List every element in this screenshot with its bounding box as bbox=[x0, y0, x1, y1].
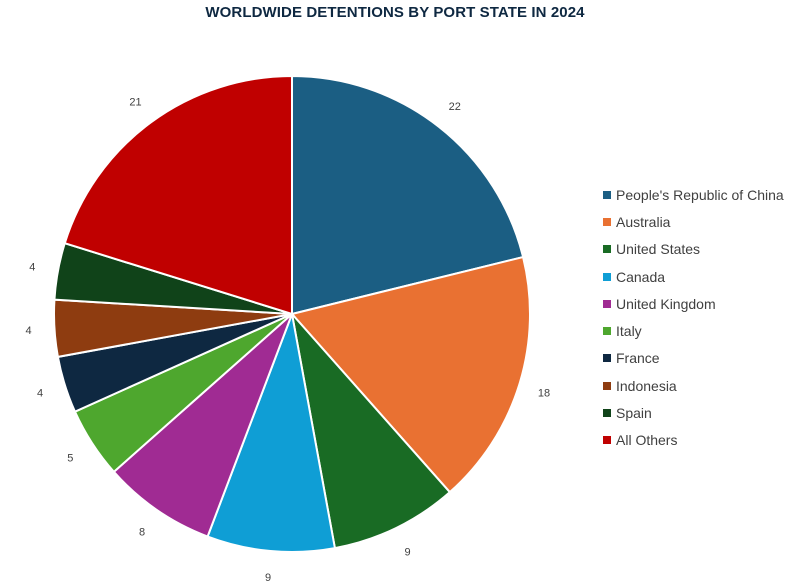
legend-swatch bbox=[603, 436, 611, 445]
data-label-3: 9 bbox=[405, 546, 411, 558]
legend-item: France bbox=[603, 345, 784, 372]
pie-slice-5 bbox=[112, 313, 293, 538]
pie-slice-4 bbox=[206, 310, 337, 553]
data-label-1: 22 bbox=[449, 101, 461, 113]
legend-swatch bbox=[603, 327, 611, 336]
data-label-10: 21 bbox=[129, 96, 141, 108]
legend-item: Spain bbox=[603, 399, 784, 426]
legend-label: France bbox=[616, 350, 660, 367]
legend-swatch bbox=[603, 217, 611, 226]
data-label-6: 5 bbox=[67, 452, 73, 464]
chart-legend: People's Republic of China Australia Unite… bbox=[603, 181, 784, 454]
legend-swatch bbox=[603, 354, 611, 363]
legend-item: Canada bbox=[603, 263, 784, 290]
legend-label: Australia bbox=[616, 213, 671, 230]
legend-item: People's Republic of China bbox=[603, 181, 784, 208]
legend-label: All Others bbox=[616, 432, 678, 449]
pie-slice-10 bbox=[63, 74, 293, 316]
legend-swatch bbox=[603, 190, 611, 199]
chart-title: WORLDWIDE DETENTIONS BY PORT STATE IN 20… bbox=[205, 4, 585, 21]
legend-swatch bbox=[603, 409, 611, 418]
data-label-8: 4 bbox=[25, 325, 31, 337]
legend-label: People's Republic of China bbox=[616, 186, 784, 203]
legend-item: United Kingdom bbox=[603, 290, 784, 317]
legend-label: Canada bbox=[616, 268, 666, 285]
legend-label: United Kingdom bbox=[616, 295, 716, 312]
pie-slice-1 bbox=[291, 74, 525, 316]
legend-label: Italy bbox=[616, 323, 642, 340]
data-label-5: 8 bbox=[139, 526, 145, 538]
legend-item: Australia bbox=[603, 208, 784, 235]
data-label-9: 4 bbox=[29, 261, 35, 273]
legend-item: Italy bbox=[603, 317, 784, 344]
legend-label: United States bbox=[616, 241, 701, 258]
data-label-4: 9 bbox=[265, 572, 271, 584]
pie-slice-3 bbox=[290, 310, 452, 550]
legend-swatch bbox=[603, 272, 611, 281]
legend-item: United States bbox=[603, 236, 784, 263]
legend-swatch bbox=[603, 245, 611, 254]
legend-item: Indonesia bbox=[603, 372, 784, 399]
pie-slice-2 bbox=[290, 255, 531, 494]
legend-item: All Others bbox=[603, 427, 784, 454]
legend-swatch bbox=[603, 299, 611, 308]
legend-swatch bbox=[603, 381, 611, 390]
data-label-2: 18 bbox=[538, 388, 550, 400]
legend-label: Indonesia bbox=[616, 377, 677, 394]
data-label-7: 4 bbox=[37, 388, 43, 400]
legend-label: Spain bbox=[616, 405, 652, 422]
